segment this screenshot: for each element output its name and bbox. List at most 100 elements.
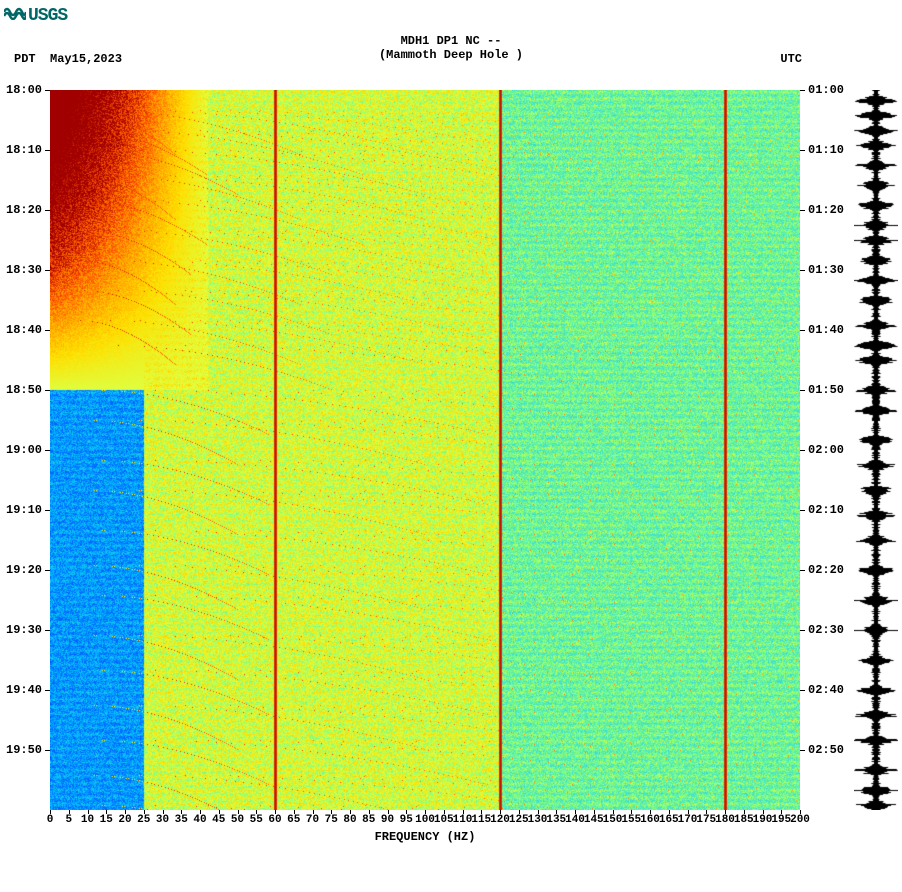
x-tick: 115 bbox=[471, 814, 491, 826]
y-left-tick: 19:40 bbox=[6, 683, 42, 697]
tick bbox=[181, 810, 182, 814]
chart-title: MDH1 DP1 NC -- (Mammoth Deep Hole ) bbox=[0, 34, 902, 62]
x-tick: 120 bbox=[490, 814, 510, 826]
tick bbox=[800, 510, 805, 511]
tick bbox=[650, 810, 651, 814]
x-tick: 30 bbox=[156, 814, 169, 826]
x-tick: 130 bbox=[528, 814, 548, 826]
tick bbox=[144, 810, 145, 814]
tick bbox=[763, 810, 764, 814]
left-date: May15,2023 bbox=[50, 52, 122, 66]
x-tick: 65 bbox=[287, 814, 300, 826]
y-left-tick: 19:00 bbox=[6, 443, 42, 457]
x-tick: 110 bbox=[453, 814, 473, 826]
tick bbox=[125, 810, 126, 814]
tick bbox=[725, 810, 726, 814]
tick bbox=[444, 810, 445, 814]
x-tick: 55 bbox=[250, 814, 263, 826]
x-tick: 20 bbox=[118, 814, 131, 826]
tick bbox=[313, 810, 314, 814]
header-right: UTC bbox=[780, 52, 802, 66]
waveform-panel bbox=[854, 90, 898, 810]
y-left-tick: 18:40 bbox=[6, 323, 42, 337]
tick bbox=[688, 810, 689, 814]
tick bbox=[594, 810, 595, 814]
y-right-tick: 02:20 bbox=[808, 563, 844, 577]
tick bbox=[163, 810, 164, 814]
x-tick: 165 bbox=[659, 814, 679, 826]
y-right-tick: 01:30 bbox=[808, 263, 844, 277]
tick bbox=[800, 330, 805, 331]
tick bbox=[800, 150, 805, 151]
tick bbox=[200, 810, 201, 814]
tick bbox=[556, 810, 557, 814]
tick bbox=[781, 810, 782, 814]
x-tick: 175 bbox=[696, 814, 716, 826]
tick bbox=[50, 810, 51, 814]
tick bbox=[800, 210, 805, 211]
tick bbox=[519, 810, 520, 814]
y-left-tick: 18:30 bbox=[6, 263, 42, 277]
spectrogram-canvas bbox=[50, 90, 800, 810]
tick bbox=[45, 150, 50, 151]
tick bbox=[800, 630, 805, 631]
usgs-logo-text: USGS bbox=[28, 6, 67, 26]
x-tick: 160 bbox=[640, 814, 660, 826]
tick bbox=[106, 810, 107, 814]
title-line1: MDH1 DP1 NC -- bbox=[0, 34, 902, 48]
x-tick: 75 bbox=[325, 814, 338, 826]
tick bbox=[256, 810, 257, 814]
tick bbox=[45, 90, 50, 91]
x-tick: 200 bbox=[790, 814, 810, 826]
tick bbox=[800, 390, 805, 391]
y-left-tick: 18:00 bbox=[6, 83, 42, 97]
tick bbox=[744, 810, 745, 814]
waveform-canvas bbox=[854, 90, 898, 810]
x-tick: 70 bbox=[306, 814, 319, 826]
y-right-tick: 01:20 bbox=[808, 203, 844, 217]
tick bbox=[706, 810, 707, 814]
x-tick: 80 bbox=[343, 814, 356, 826]
tick bbox=[219, 810, 220, 814]
tick bbox=[800, 90, 805, 91]
x-tick: 5 bbox=[65, 814, 72, 826]
tick bbox=[45, 750, 50, 751]
tick bbox=[575, 810, 576, 814]
x-tick: 135 bbox=[546, 814, 566, 826]
tick bbox=[631, 810, 632, 814]
x-tick: 0 bbox=[47, 814, 54, 826]
tick bbox=[45, 390, 50, 391]
y-right-tick: 02:50 bbox=[808, 743, 844, 757]
tick bbox=[669, 810, 670, 814]
y-axis-right-labels: 01:0001:1001:2001:3001:4001:5002:0002:10… bbox=[808, 90, 850, 810]
tick bbox=[294, 810, 295, 814]
y-right-tick: 02:30 bbox=[808, 623, 844, 637]
x-tick: 25 bbox=[137, 814, 150, 826]
tick bbox=[45, 210, 50, 211]
x-tick: 15 bbox=[100, 814, 113, 826]
x-tick: 155 bbox=[621, 814, 641, 826]
tick bbox=[45, 630, 50, 631]
x-tick: 10 bbox=[81, 814, 94, 826]
x-tick: 145 bbox=[584, 814, 604, 826]
x-axis-labels: 0510152025303540455055606570758085909510… bbox=[50, 814, 800, 828]
tick bbox=[275, 810, 276, 814]
x-tick: 180 bbox=[715, 814, 735, 826]
y-left-tick: 18:50 bbox=[6, 383, 42, 397]
tick bbox=[800, 690, 805, 691]
tick bbox=[538, 810, 539, 814]
tick bbox=[481, 810, 482, 814]
x-tick: 190 bbox=[753, 814, 773, 826]
x-tick: 40 bbox=[193, 814, 206, 826]
y-right-tick: 01:10 bbox=[808, 143, 844, 157]
y-left-tick: 19:50 bbox=[6, 743, 42, 757]
y-right-tick: 02:00 bbox=[808, 443, 844, 457]
y-right-tick: 02:40 bbox=[808, 683, 844, 697]
x-tick: 90 bbox=[381, 814, 394, 826]
y-axis-left-labels: 18:0018:1018:2018:3018:4018:5019:0019:10… bbox=[6, 90, 46, 810]
tick bbox=[463, 810, 464, 814]
y-left-tick: 18:20 bbox=[6, 203, 42, 217]
tick bbox=[45, 270, 50, 271]
usgs-wave-icon bbox=[4, 4, 26, 26]
tick bbox=[45, 570, 50, 571]
